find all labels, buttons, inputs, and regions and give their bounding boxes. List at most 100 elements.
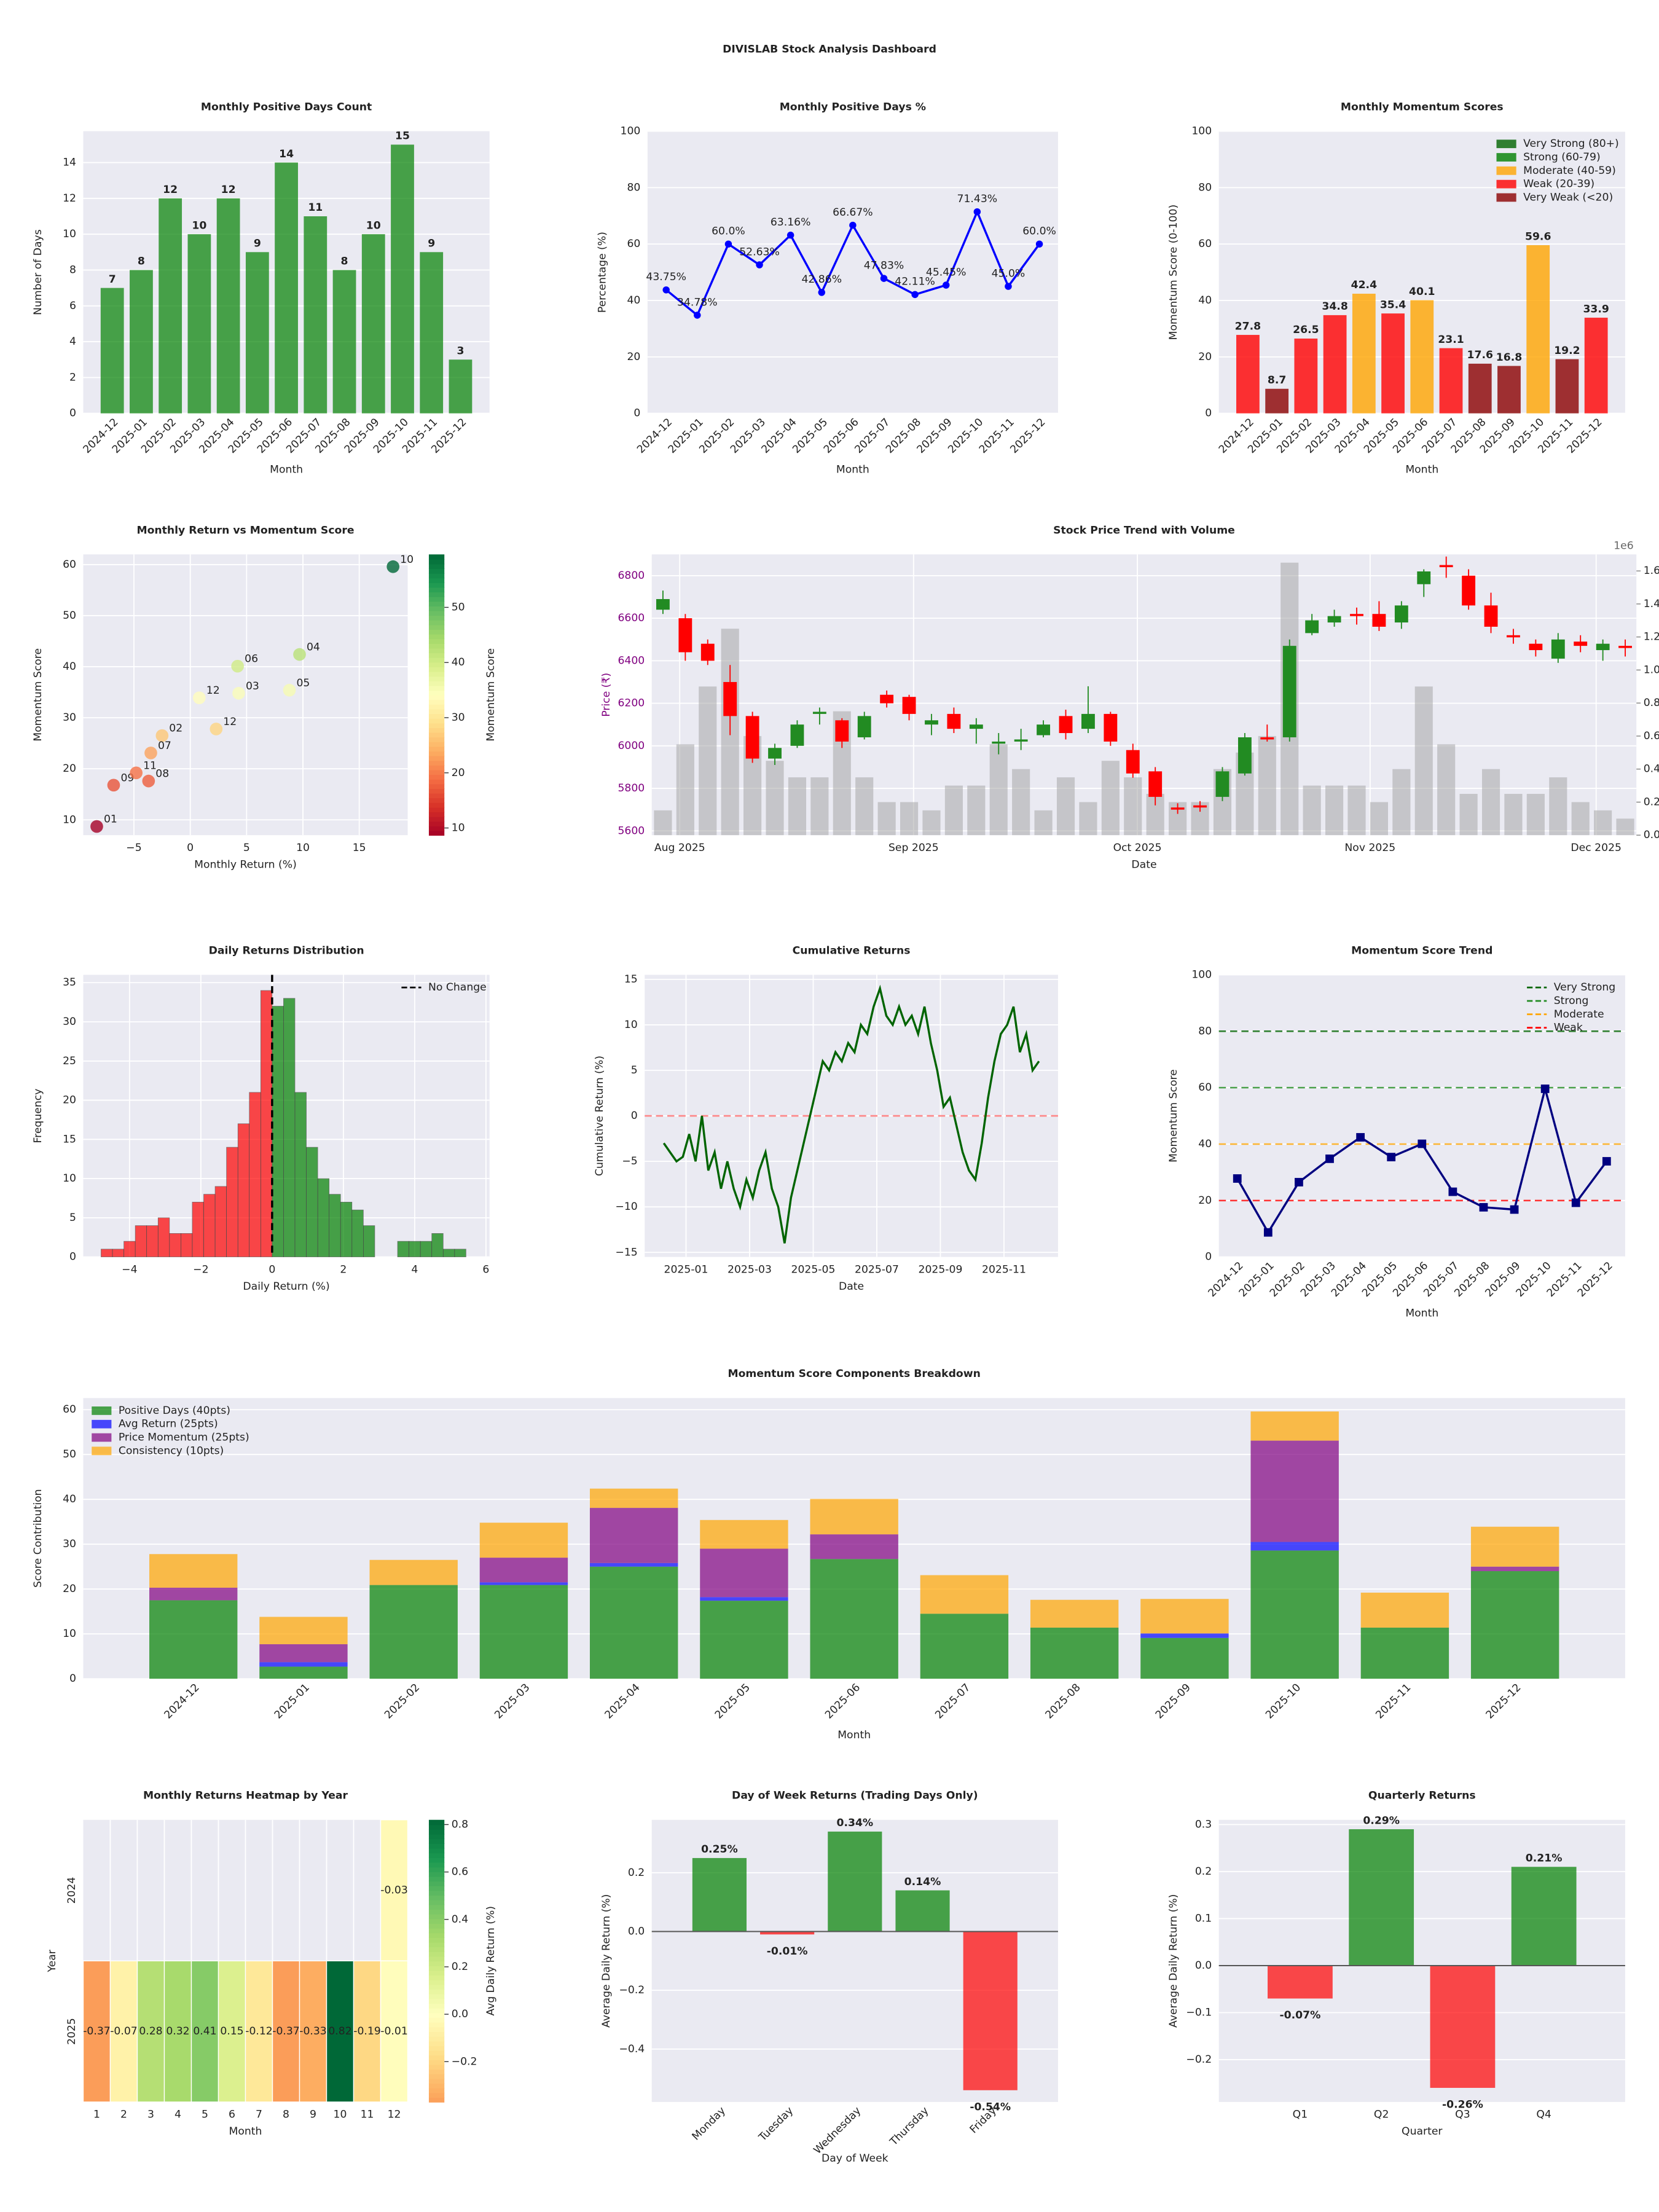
colorbar-segment	[428, 699, 445, 705]
bar	[245, 252, 269, 414]
value-label: -0.54%	[970, 2101, 1011, 2113]
y-tick-label: 6200	[618, 697, 645, 710]
point-label: 12	[223, 716, 237, 728]
y-axis-label: Average Daily Return (%)	[600, 1894, 613, 2028]
heatmap-cell	[299, 1960, 327, 2103]
value-label: 45.45%	[926, 266, 967, 278]
colorbar-segment	[428, 732, 445, 738]
colorbar-segment	[428, 1975, 445, 1980]
y-axis-label: Frequency	[32, 1089, 44, 1143]
colorbar-segment	[428, 2041, 445, 2046]
y-tick-label: 40	[1198, 294, 1212, 307]
bar	[304, 216, 327, 414]
marker	[973, 208, 981, 216]
y-tick-label: 0	[69, 1673, 76, 1685]
candle-body	[1237, 737, 1252, 774]
value-label: 17.6	[1467, 349, 1493, 361]
colorbar-segment	[428, 615, 445, 621]
colorbar-segment	[428, 746, 445, 752]
heatmap-cell	[109, 1960, 138, 2103]
bar	[100, 288, 124, 414]
x-tick-label: Oct 2025	[1113, 842, 1162, 854]
legend-swatch	[92, 1446, 112, 1456]
marker	[1263, 1228, 1273, 1237]
bar-segment	[1030, 1599, 1119, 1628]
x-tick-label: Thursday	[887, 2104, 931, 2148]
colorbar-segment	[428, 718, 445, 724]
chart-title: Momentum Score Trend	[1351, 944, 1492, 957]
x-tick-label: 5	[243, 842, 250, 854]
colorbar-segment	[428, 2097, 445, 2103]
value-label: 60.0%	[1022, 226, 1056, 238]
heatmap-cell	[136, 1960, 165, 2103]
value-label: 16.8	[1496, 351, 1522, 364]
value-label: 43.75%	[646, 271, 686, 283]
y-tick-label: 40	[63, 1493, 76, 1505]
x-tick-label: 2025-11	[982, 1263, 1026, 1276]
y-tick-label: 80	[1198, 1025, 1212, 1037]
y-tick-label: 10	[63, 1628, 76, 1640]
y-tick-label: 2025	[66, 2018, 78, 2045]
candle-body	[1193, 805, 1207, 808]
candle-body	[880, 694, 894, 704]
colorbar-segment	[428, 2026, 445, 2033]
x-axis-label: Date	[1131, 858, 1156, 871]
y-tick-label: 10	[624, 1019, 638, 1031]
y-tick-label: 14	[63, 157, 76, 169]
histogram-bar	[454, 1249, 466, 1258]
x-tick-label: Q2	[1374, 2109, 1389, 2121]
bar-segment	[479, 1558, 568, 1583]
colorbar-segment	[428, 573, 445, 579]
candle-body	[1394, 605, 1408, 623]
x-tick-label: 2025-03	[728, 1263, 772, 1276]
value-label: 42.11%	[895, 276, 935, 288]
marker	[818, 289, 826, 296]
colorbar-segment	[428, 713, 445, 719]
histogram-bar	[317, 1178, 330, 1258]
colorbar-segment	[428, 690, 445, 696]
y2-tick-label: 0.2	[1644, 796, 1659, 808]
colorbar-segment	[428, 554, 445, 560]
x-tick-label: −4	[122, 1263, 137, 1276]
marker	[756, 261, 763, 269]
colorbar-segment	[428, 755, 445, 761]
legend-label: Very Weak (<20)	[1523, 191, 1613, 203]
candle-body	[1171, 807, 1185, 810]
bar-segment	[1470, 1526, 1559, 1567]
bar-segment	[1470, 1571, 1559, 1679]
colorbar-segment	[428, 619, 445, 626]
bar	[1511, 1867, 1577, 1966]
heatmap-cell	[380, 1819, 409, 1962]
cell-label: -0.37	[83, 2025, 111, 2037]
histogram-bar	[192, 1202, 204, 1258]
value-label: 23.1	[1438, 334, 1464, 346]
x-tick-label: 3	[147, 2109, 154, 2121]
y-axis-label: Momentum Score	[32, 648, 44, 742]
bar	[1526, 245, 1550, 414]
value-label: 10	[192, 219, 206, 232]
x-tick-label: 4	[411, 1263, 418, 1276]
candle-body	[1439, 565, 1453, 568]
colorbar-segment	[428, 807, 445, 813]
cell-label: 0.82	[328, 2025, 351, 2037]
y-tick-label: 40	[627, 294, 640, 307]
y-tick-label: 20	[1198, 1194, 1212, 1207]
colorbar-segment	[428, 723, 445, 728]
volume-bar	[1101, 761, 1120, 836]
value-label: 0.34%	[836, 1817, 873, 1829]
bar-segment	[149, 1554, 238, 1588]
bar-segment	[259, 1617, 348, 1644]
line	[662, 984, 1040, 1244]
volume-bar	[1392, 769, 1411, 836]
volume-bar	[1056, 777, 1075, 836]
colorbar-segment	[428, 2007, 445, 2014]
value-label: 60.0%	[712, 226, 745, 238]
volume-bar	[1012, 769, 1030, 836]
x-axis-label: Month	[229, 2125, 262, 2138]
point-label: 08	[155, 768, 169, 780]
x-tick-label: 4	[175, 2109, 181, 2121]
legend-label: Very Strong	[1554, 981, 1615, 994]
colorbar-segment	[428, 671, 445, 677]
histogram-bar	[351, 1209, 364, 1258]
bar	[1584, 318, 1608, 414]
